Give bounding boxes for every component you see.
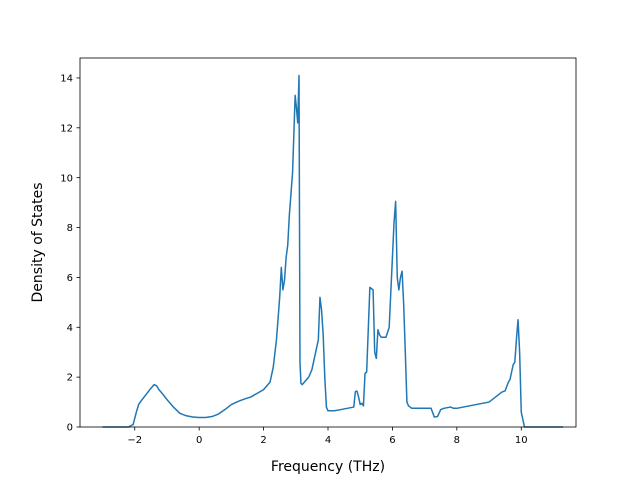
series-layer	[102, 74, 564, 428]
x-tick-label: 2	[260, 435, 266, 446]
y-tick-label: 14	[60, 74, 73, 85]
y-tick-label: 0	[67, 423, 73, 434]
y-tick-label: 8	[67, 223, 73, 234]
y-tick-label: 10	[60, 173, 73, 184]
y-tick-label: 12	[60, 123, 73, 134]
x-axis-ticks: −2 0 2 4 6 8 10	[127, 427, 528, 446]
x-tick-label: 8	[454, 435, 460, 446]
y-axis-label: Density of States	[30, 183, 46, 303]
x-axis-label: Frequency (THz)	[271, 459, 385, 475]
x-tick-label: 6	[389, 435, 395, 446]
y-axis-ticks: 0 2 4 6 8 10 12 14	[60, 74, 80, 434]
x-tick-label: 10	[515, 435, 528, 446]
x-tick-label: 4	[325, 435, 331, 446]
x-tick-label: −2	[127, 435, 142, 446]
y-tick-label: 4	[67, 323, 73, 334]
plot-area	[80, 58, 576, 427]
series-line-0	[102, 74, 564, 428]
y-tick-label: 2	[67, 373, 73, 384]
x-tick-label: 0	[196, 435, 202, 446]
y-tick-label: 6	[67, 273, 73, 284]
